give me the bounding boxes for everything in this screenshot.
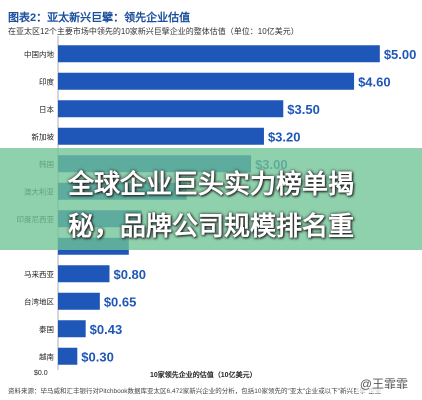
bar-12 <box>58 347 78 365</box>
headline-line-2: 秘，品牌公司规模排名重 <box>67 212 354 242</box>
source-note: 资料来源：毕马威和汇丰银行对Pitchbook数据库亚太区6,472家新兴企业的… <box>8 388 382 395</box>
x-axis-label: 10家领先企业的估值（10亿美元） <box>150 372 257 379</box>
bar-10 <box>58 292 100 310</box>
value-label-4: $3.20 <box>268 129 301 144</box>
chart-title: 图表2：亚太新兴巨擘：领先企业估值 <box>8 12 191 24</box>
category-label-2: 印度 <box>39 76 54 86</box>
value-label-12: $0.30 <box>81 349 114 364</box>
value-label-2: $4.60 <box>358 74 391 89</box>
bar-3 <box>58 100 284 118</box>
category-label-10: 台湾地区 <box>24 296 54 306</box>
headline-line-1: 全球企业巨头实力榜单揭 <box>67 170 354 200</box>
bar-1 <box>58 45 380 63</box>
bar-2 <box>58 72 355 90</box>
bar-11 <box>58 320 86 338</box>
chart-subtitle: 在亚太区12个主要市场中领先的10家新兴巨擘企业的整体估值（单位：10亿美元） <box>8 27 299 36</box>
headline-overlay: 全球企业巨头实力榜单揭 秘，品牌公司规模排名重 <box>0 148 422 250</box>
category-label-4: 新加坡 <box>32 131 55 141</box>
x-axis-zero-tick: $0.0 <box>34 370 48 377</box>
category-label-12: 越南 <box>39 351 54 361</box>
value-label-1: $5.00 <box>384 47 417 62</box>
value-label-9: $0.80 <box>113 267 146 282</box>
value-label-11: $0.43 <box>90 322 123 337</box>
category-label-1: 中国内地 <box>24 49 54 59</box>
value-label-3: $3.50 <box>287 102 320 117</box>
bar-9 <box>58 265 110 283</box>
category-label-3: 日本 <box>39 104 54 114</box>
value-label-10: $0.65 <box>104 294 137 309</box>
bar-4 <box>58 127 264 145</box>
category-label-9: 马来西亚 <box>24 270 54 279</box>
author-watermark: @王霏霏 <box>355 374 412 393</box>
category-label-11: 泰国 <box>39 324 54 334</box>
